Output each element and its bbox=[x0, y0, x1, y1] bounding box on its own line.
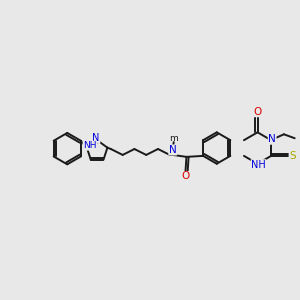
Text: NH: NH bbox=[83, 141, 97, 150]
Text: O: O bbox=[254, 107, 262, 117]
Text: N: N bbox=[169, 145, 177, 155]
Text: NH: NH bbox=[251, 160, 266, 170]
Text: N: N bbox=[268, 134, 276, 144]
Text: S: S bbox=[290, 151, 296, 161]
Text: O: O bbox=[181, 172, 190, 182]
Text: m: m bbox=[169, 134, 178, 143]
Text: N: N bbox=[92, 133, 100, 143]
